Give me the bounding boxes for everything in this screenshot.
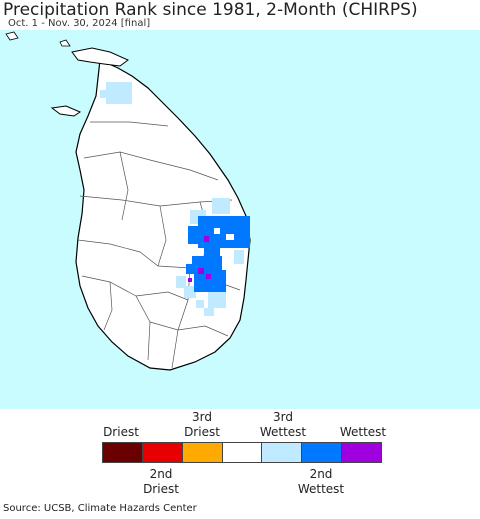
legend-swatch-2nd-wettest bbox=[302, 443, 343, 462]
legend-label-3rd-driest: 3rd Driest bbox=[184, 410, 220, 439]
legend-swatch-3rd-driest bbox=[182, 443, 223, 462]
legend-color-bar bbox=[102, 442, 382, 463]
map-title: Precipitation Rank since 1981, 2-Month (… bbox=[3, 0, 418, 20]
rank-normal-gaps bbox=[214, 228, 234, 240]
map-subtitle: Oct. 1 - Nov. 30, 2024 [final] bbox=[8, 18, 151, 29]
legend-label-2nd-driest: 2nd Driest bbox=[143, 467, 179, 496]
legend-swatch-3rd-wettest bbox=[262, 443, 303, 462]
map-area bbox=[0, 30, 480, 409]
rank-3rd-wettest-cells bbox=[100, 82, 244, 316]
legend-label-2nd-wettest: 2nd Wettest bbox=[297, 467, 345, 496]
rank-wettest-cells bbox=[188, 236, 211, 282]
legend-label-3rd-wettest: 3rd Wettest bbox=[259, 410, 307, 439]
rank-2nd-wettest-cells bbox=[186, 216, 250, 292]
mannar-island bbox=[50, 105, 82, 117]
northwest-islets bbox=[5, 31, 71, 47]
jaffna-peninsula bbox=[71, 47, 129, 67]
source-credit: Source: UCSB, Climate Hazards Center bbox=[3, 503, 197, 514]
legend-swatch-normal bbox=[222, 443, 263, 462]
legend-label-driest: Driest bbox=[103, 425, 139, 439]
sri-lanka-landmass bbox=[75, 59, 251, 371]
legend-swatch-2nd-driest bbox=[142, 443, 183, 462]
legend-swatch-wettest bbox=[342, 443, 382, 462]
legend-label-wettest: Wettest bbox=[339, 425, 387, 439]
legend-swatch-driest bbox=[103, 443, 143, 462]
map-svg bbox=[5, 31, 251, 371]
